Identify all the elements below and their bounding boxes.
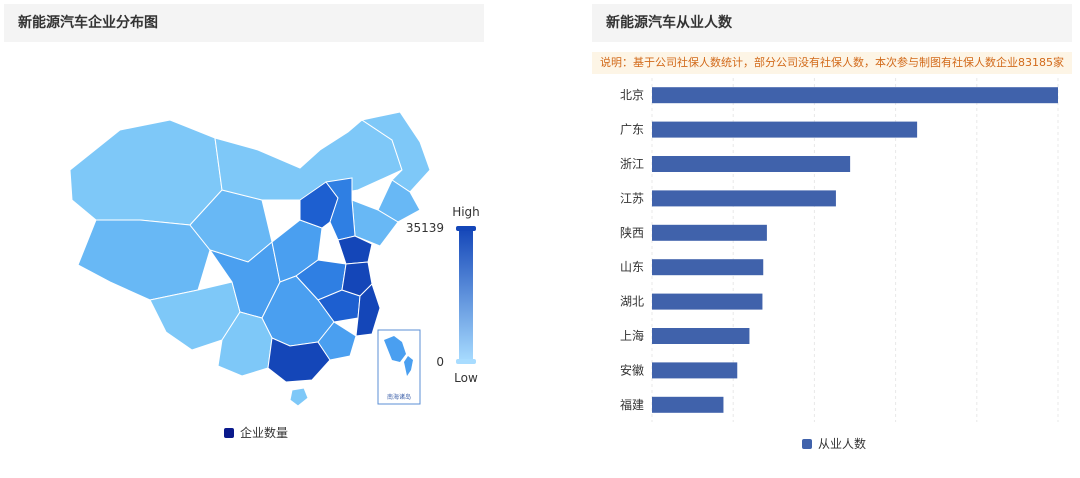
- bar[interactable]: [652, 87, 1058, 104]
- bar[interactable]: [652, 328, 750, 344]
- category-label: 浙江: [620, 157, 644, 171]
- inset-label: 南海诸岛: [387, 393, 411, 401]
- category-label: 福建: [620, 397, 644, 412]
- bar-legend-swatch: [802, 438, 812, 449]
- category-label: 山东: [620, 260, 644, 274]
- visual-map-max-value: 35139: [406, 221, 444, 235]
- region-xizang[interactable]: [77, 219, 211, 301]
- map-legend-label: 企业数量: [240, 426, 289, 440]
- bar-legend-label: 从业人数: [818, 437, 867, 451]
- visual-map-low-label: Low: [454, 371, 478, 385]
- category-label: 广东: [620, 123, 644, 137]
- bar[interactable]: [652, 156, 851, 172]
- category-label: 上海: [620, 328, 644, 343]
- visual-map-high-label: High: [452, 205, 480, 219]
- bar-legend[interactable]: 从业人数: [802, 435, 866, 452]
- region-xinjiang[interactable]: [69, 119, 223, 226]
- map-title: 新能源汽车企业分布图: [4, 4, 484, 42]
- bar[interactable]: [652, 293, 763, 310]
- china-map: 南海诸岛 High 35139 0 Low: [69, 111, 480, 407]
- region-guangdong[interactable]: [267, 337, 331, 383]
- visual-map-bottom-handle[interactable]: [456, 359, 476, 364]
- bar[interactable]: [652, 362, 738, 379]
- category-label: 陕西: [620, 225, 644, 240]
- category-label: 江苏: [620, 191, 644, 205]
- map-legend[interactable]: 企业数量: [224, 424, 288, 441]
- bar-title: 新能源汽车从业人数: [592, 4, 1072, 42]
- visual-map-bar[interactable]: [459, 228, 473, 362]
- category-label: 湖北: [620, 294, 644, 309]
- category-label: 北京: [620, 88, 644, 102]
- region-fujian-jiangxi[interactable]: [317, 321, 357, 361]
- category-label: 安徽: [620, 362, 644, 377]
- bar[interactable]: [652, 259, 764, 276]
- south-sea-inset: 南海诸岛: [377, 329, 421, 405]
- bar[interactable]: [652, 190, 836, 207]
- map-provinces: [69, 111, 431, 407]
- region-jilin[interactable]: [377, 179, 421, 223]
- bar[interactable]: [652, 224, 767, 241]
- visual-map-min-value: 0: [436, 355, 444, 369]
- visual-map-control[interactable]: High 35139 0 Low: [406, 205, 480, 385]
- bar[interactable]: [652, 121, 918, 138]
- map-legend-swatch: [224, 427, 234, 438]
- region-shandong[interactable]: [337, 235, 373, 265]
- visual-map-top-handle[interactable]: [456, 226, 476, 231]
- bar-series: [652, 87, 1058, 413]
- region-jiangsu[interactable]: [341, 261, 373, 297]
- bar-note: 说明：基于公司社保人数统计，部分公司没有社保人数，本次参与制图有社保人数企业83…: [592, 52, 1072, 74]
- bar[interactable]: [652, 396, 724, 413]
- region-neimenggu[interactable]: [214, 119, 403, 201]
- region-hainan[interactable]: [289, 387, 309, 407]
